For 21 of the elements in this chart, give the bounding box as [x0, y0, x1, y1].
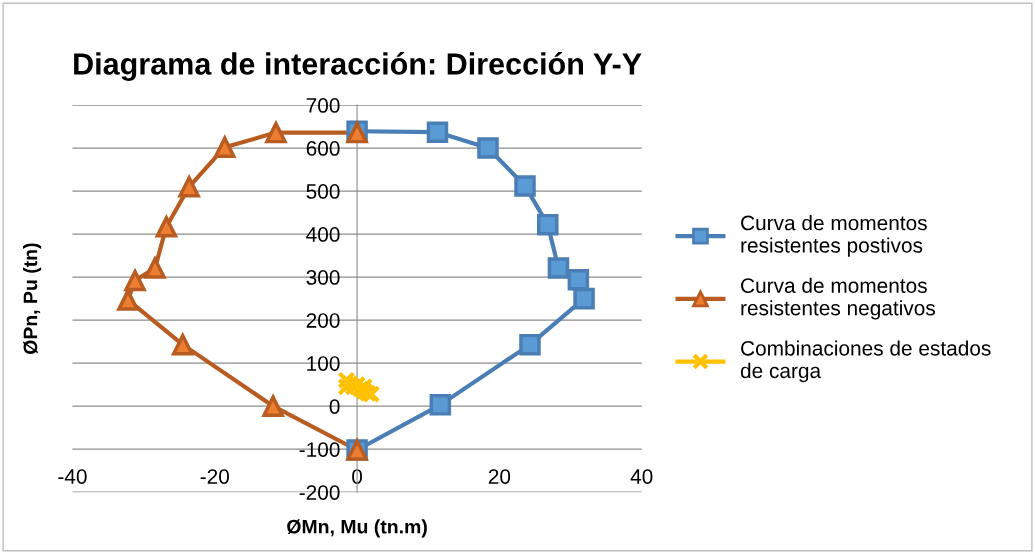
y-tick-label: 0 — [329, 399, 340, 414]
y-tick-label: 700 — [306, 98, 340, 113]
y-tick-label: -200 — [299, 485, 340, 500]
y-tick-label: 300 — [306, 270, 340, 285]
x-tick-label: 0 — [352, 469, 363, 484]
y-tick-label: 500 — [306, 184, 340, 199]
x-tick-label: 20 — [488, 469, 511, 484]
x-tick-label: 40 — [630, 469, 653, 484]
y-tick-label: 200 — [306, 313, 340, 328]
y-tick-label: 100 — [307, 356, 340, 371]
x-axis-title: ØMn, Mu (tn.m) — [287, 519, 427, 538]
y-tick-label: 400 — [306, 227, 340, 242]
legend-label: Curva de momentos resistentes postivos — [741, 215, 927, 257]
x-tick-label: -20 — [200, 469, 229, 484]
y-tick-label: -100 — [299, 442, 340, 457]
y-tick-label: 600 — [306, 141, 340, 156]
legend-label: Combinaciones de estados de carga — [740, 340, 991, 383]
legend-label: Curva de momentos resistentes negativos — [741, 277, 935, 320]
x-tick-label: -40 — [58, 469, 87, 484]
chart-title: Diagrama de interacción: Dirección Y-Y — [74, 52, 642, 81]
y-axis-title: ØPn, Pu (tn) — [23, 243, 42, 354]
